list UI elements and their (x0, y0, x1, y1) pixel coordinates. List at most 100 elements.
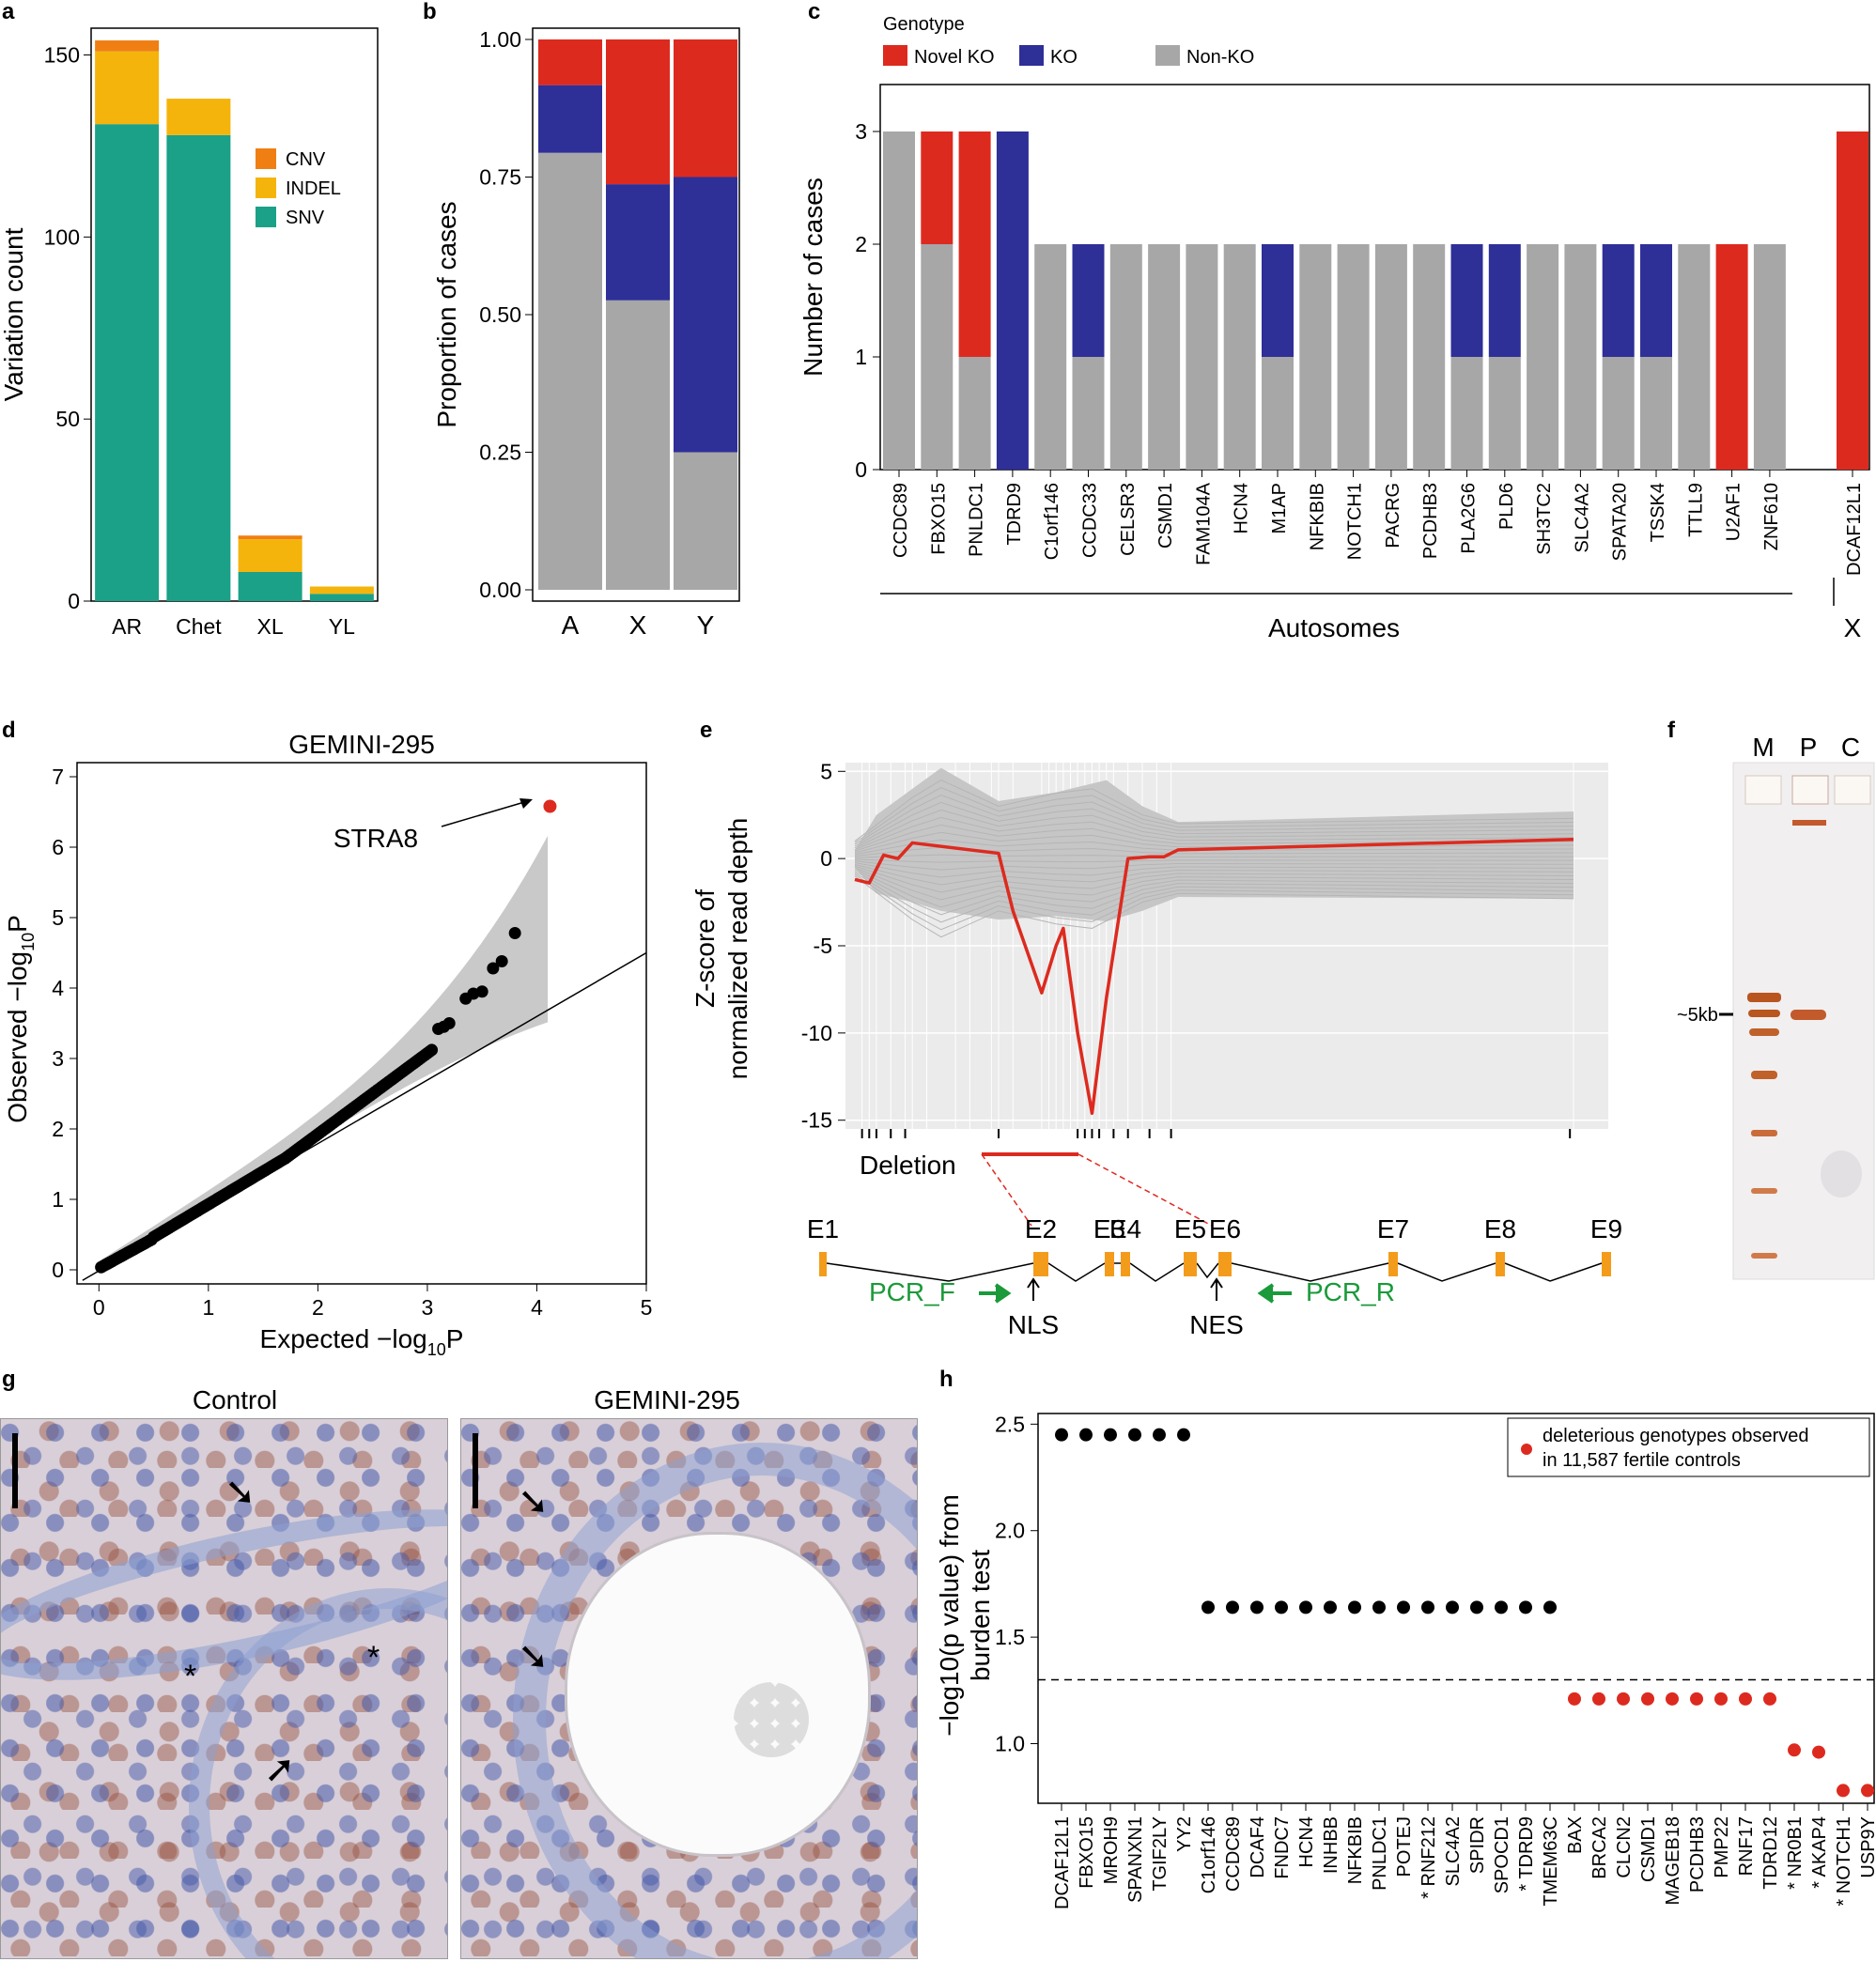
panel-f-control-smear (1821, 1151, 1862, 1197)
y-tick-label: 2.0 (995, 1519, 1025, 1543)
y-tick-label: 1.5 (995, 1625, 1025, 1649)
cohort-trace (854, 869, 1574, 908)
arrow-icon: ➚ (264, 1749, 296, 1790)
gene-point (1812, 1745, 1825, 1759)
panel-a-bars (95, 40, 374, 601)
panel-e: e 5 0 -5 -10 -15 Z-score of normalized read … (690, 718, 1622, 1339)
x-tick-label: PLD6 (1496, 483, 1517, 530)
panel-d-ylabel: Observed −log10P (3, 915, 38, 1123)
panel-g-label: g (2, 1367, 16, 1392)
empty-lumen (565, 1532, 871, 1857)
gene-label: DCAF12L1 (1052, 1816, 1073, 1909)
exon-3 (1105, 1252, 1114, 1276)
bar-snv (166, 134, 231, 601)
panel-c-legend: Novel KO KO Non-KO (883, 45, 1254, 68)
gene-point (1714, 1692, 1728, 1706)
y-tick-label: -5 (814, 934, 832, 958)
y-tick-label: 5 (52, 905, 64, 930)
gene-point (1763, 1692, 1776, 1706)
bar-indel (166, 99, 231, 135)
exon-label: E1 (807, 1214, 839, 1244)
exon-label: E2 (1025, 1214, 1057, 1244)
bar-non-ko (606, 300, 670, 590)
panel-f-gel (1732, 762, 1875, 1280)
panel-d-ylabel-sub: 10 (19, 933, 38, 951)
x-tick-label: C1orf146 (1042, 483, 1062, 560)
gene-point (1177, 1428, 1190, 1442)
gene-point (1348, 1600, 1361, 1614)
cohort-trace (854, 831, 1574, 854)
panel-d-xlabel: Expected −log10P (260, 1324, 464, 1359)
cohort-trace (854, 875, 1574, 938)
gene-point (1275, 1600, 1288, 1614)
bar-non-ko (958, 357, 991, 470)
cohort-trace (854, 865, 1574, 893)
gene-point (1324, 1600, 1337, 1614)
x-tick-label: YL (329, 614, 355, 639)
stra8-label: STRA8 (333, 824, 418, 853)
panel-e-nls-label: NLS (1008, 1310, 1059, 1339)
gene-label: BRCA2 (1589, 1816, 1610, 1879)
panel-g: g Control GEMINI-295 (2, 1367, 740, 1414)
y-tick-label: 2 (52, 1117, 64, 1141)
exon-9 (1602, 1252, 1611, 1276)
x-tick-label: 3 (422, 1295, 434, 1320)
panel-c-ylabel: Number of cases (798, 178, 828, 377)
panel-f-marker-bands (1747, 993, 1781, 1259)
x-tick-label: PCDHB3 (1420, 483, 1441, 559)
gene-point (1666, 1692, 1679, 1706)
x-tick-label: Y (697, 610, 715, 640)
x-tick-label: CSMD1 (1155, 483, 1176, 548)
panel-b-bars (538, 39, 737, 590)
panel-a-frame (90, 27, 379, 602)
panel-c-label: c (808, 0, 820, 24)
x-tick-label: XL (257, 614, 284, 639)
bar-non-ko (1753, 244, 1786, 470)
gene-point (1690, 1692, 1703, 1706)
panel-d-xlabel-sub: 10 (427, 1340, 446, 1359)
gene-point (1641, 1692, 1654, 1706)
bar-non-ko (1186, 244, 1218, 470)
gene-label: RNF17 (1736, 1816, 1757, 1876)
legend-swatch (883, 45, 907, 66)
gene-point (1104, 1428, 1117, 1442)
bar-non-ko (1072, 357, 1105, 470)
gene-label: C1orf146 (1199, 1816, 1219, 1893)
scale-bar (473, 1433, 478, 1508)
cohort-trace (854, 860, 1574, 871)
gene-point (1519, 1600, 1532, 1614)
group-label-x: X (1844, 613, 1862, 642)
x-tick-label: NOTCH1 (1345, 483, 1366, 560)
exon-label: E5 (1174, 1214, 1206, 1244)
gene-point (1372, 1600, 1386, 1614)
gene-label: HCN4 (1296, 1816, 1317, 1867)
x-tick-label: PLA2G6 (1459, 483, 1480, 554)
cohort-trace (854, 816, 1574, 850)
bar-snv (238, 571, 302, 601)
cohort-trace (854, 801, 1574, 847)
x-tick-label: CCDC89 (891, 483, 911, 558)
panel-f-patient-band (1791, 1010, 1826, 1020)
legend-swatch (256, 148, 276, 169)
gene-label: * NR0B1 (1785, 1816, 1806, 1890)
bar-indel (238, 539, 302, 572)
panel-d-label: d (2, 718, 16, 743)
bar-non-ko (1564, 244, 1597, 470)
y-tick-label: 0 (855, 457, 867, 482)
legend-label: CNV (286, 149, 326, 170)
panel-e-label: e (700, 718, 712, 743)
panel-h-label: h (939, 1367, 954, 1392)
panel-d-title: GEMINI-295 (288, 730, 435, 759)
group-label-autosomes: Autosomes (1268, 613, 1400, 642)
panel-d-x-ticks: 0 1 2 3 4 5 (93, 1284, 652, 1320)
bar-novel-ko (674, 39, 737, 178)
panel-e-pcr-r-label: PCR_R (1306, 1277, 1395, 1306)
x-tick-label: PNLDC1 (967, 483, 987, 557)
y-tick-label: 1 (52, 1187, 64, 1212)
bar-novel-ko (1837, 131, 1868, 470)
gene-point (1495, 1600, 1508, 1614)
gene-point (1739, 1692, 1752, 1706)
panel-h-frame (1037, 1413, 1875, 1804)
